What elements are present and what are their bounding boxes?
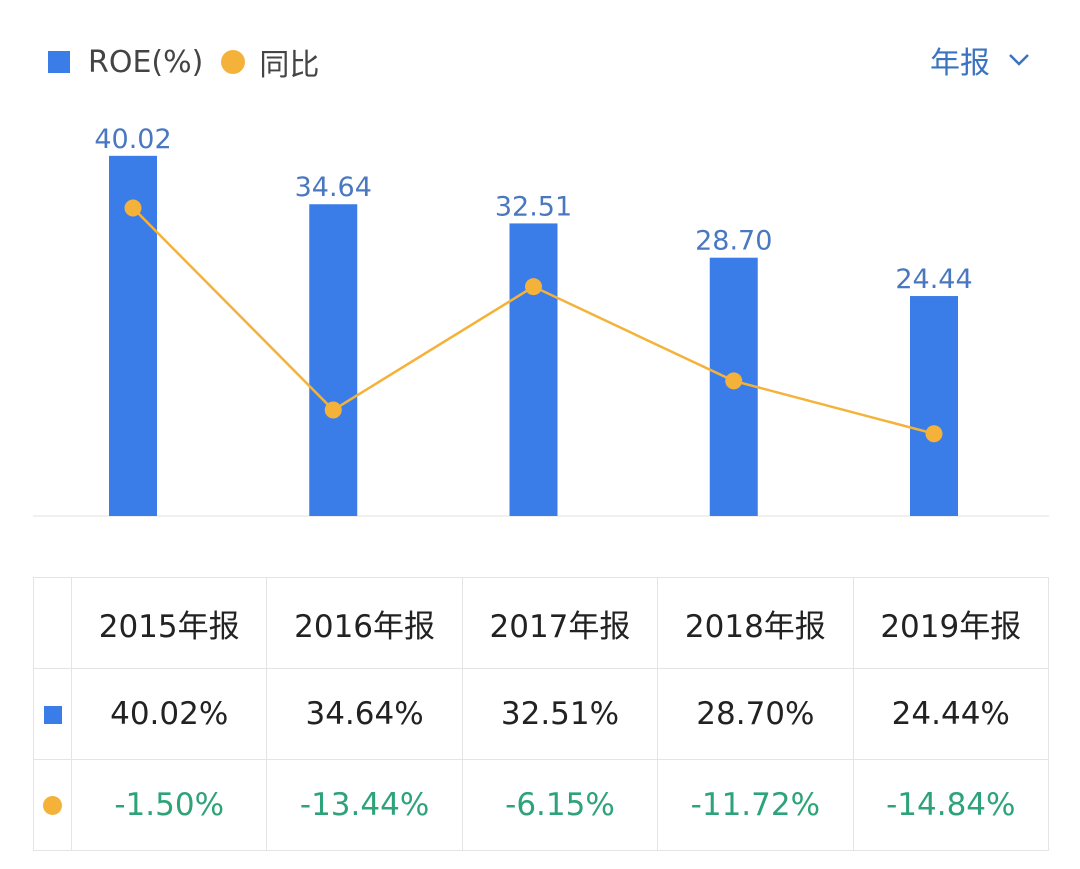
roe-legend-label: ROE(%)	[88, 44, 204, 80]
table-row-yoy: -1.50% -13.44% -6.15% -11.72% -14.84%	[33, 759, 1050, 851]
roe-cell: 40.02%	[70, 668, 268, 760]
header-cell: 2016年报	[266, 577, 463, 669]
roe-bar-label: 34.64	[295, 172, 372, 203]
yoy-cell: -14.84%	[852, 759, 1050, 851]
roe-bar-label: 40.02	[94, 124, 171, 155]
roe-bar-label: 32.51	[495, 191, 572, 222]
yoy-cell: -6.15%	[461, 759, 659, 851]
roe-row-swatch	[43, 706, 62, 724]
roe-cell: 24.44%	[852, 668, 1050, 760]
roe-bar	[910, 296, 958, 516]
chart-legend: ROE(%) 同比	[48, 40, 319, 84]
data-table: 2015年报 2016年报 2017年报 2018年报 2019年报 40.02…	[33, 577, 1050, 851]
header-cell: 2019年报	[852, 577, 1050, 669]
yoy-legend-swatch	[221, 50, 246, 74]
table-header-row: 2015年报 2016年报 2017年报 2018年报 2019年报	[33, 577, 1050, 669]
period-selector[interactable]: 年报	[930, 38, 1030, 82]
roe-bar	[309, 204, 358, 517]
header-cell: 2018年报	[657, 577, 854, 669]
yoy-point	[525, 278, 542, 296]
yoy-legend-label: 同比	[259, 48, 320, 83]
yoy-row-swatch	[43, 796, 62, 815]
header-cell: 2017年报	[461, 577, 659, 669]
period-label: 年报	[930, 46, 990, 81]
yoy-cell: -1.50%	[70, 759, 268, 851]
roe-bar-label: 28.70	[695, 226, 772, 257]
roe-bar	[509, 223, 558, 516]
roe-bar-label: 24.44	[895, 264, 972, 295]
table-row-roe: 40.02% 34.64% 32.51% 28.70% 24.44%	[33, 668, 1050, 760]
chevron-down-icon	[1009, 54, 1029, 66]
yoy-point	[324, 401, 342, 419]
roe-cell: 32.51%	[461, 668, 659, 760]
roe-cell: 28.70%	[657, 668, 854, 760]
yoy-point	[124, 199, 142, 217]
yoy-cell: -13.44%	[266, 759, 463, 851]
roe-legend-swatch	[48, 51, 70, 73]
yoy-cell: -11.72%	[657, 759, 854, 851]
combo-chart: 40.02 34.64 32.51 28.70 24.44	[33, 124, 1049, 517]
header-cell: 2015年报	[70, 577, 268, 669]
yoy-point	[925, 425, 943, 443]
yoy-point	[725, 372, 743, 390]
roe-cell: 34.64%	[266, 668, 463, 760]
